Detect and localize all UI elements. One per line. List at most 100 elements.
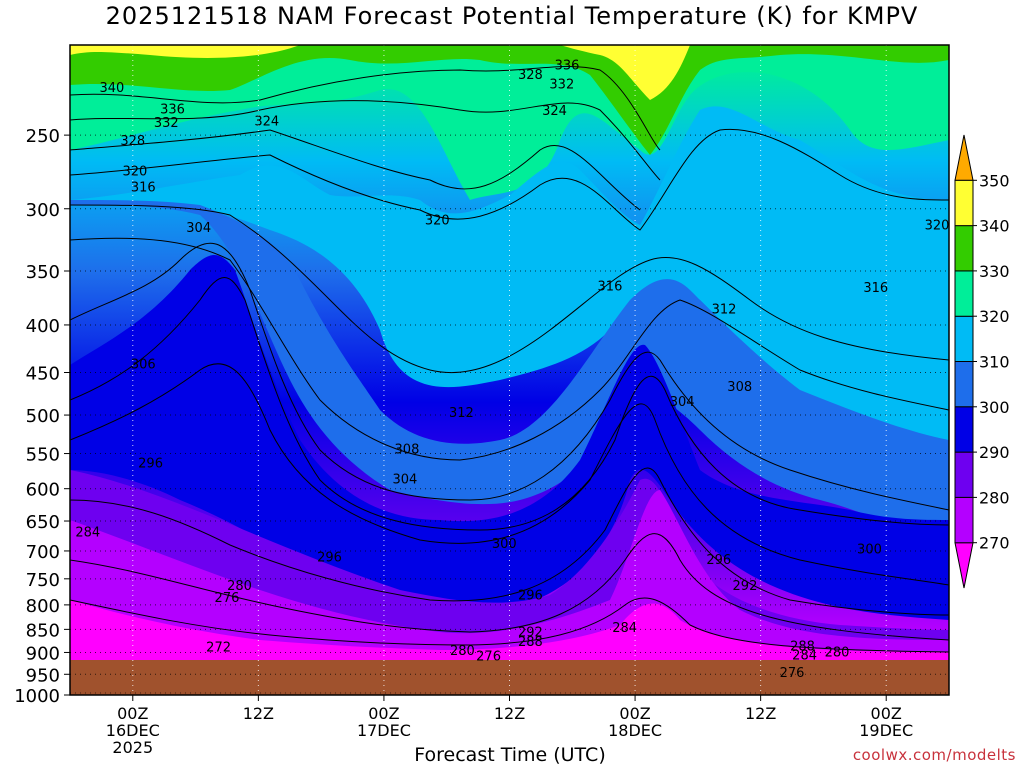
contour-label: 272 [206, 641, 231, 656]
contour-lines [70, 66, 949, 653]
contour-label: 296 [317, 551, 342, 566]
x-tick-label: 12Z [745, 704, 776, 723]
contour-label: 292 [733, 579, 758, 594]
contour-label: 312 [449, 406, 474, 421]
contour-label: 276 [780, 666, 805, 681]
contour-label: 324 [542, 104, 567, 119]
contour-label: 304 [670, 395, 695, 410]
y-tick-label: 300 [26, 200, 60, 221]
y-tick-label: 650 [26, 512, 60, 533]
band-270 [70, 600, 949, 660]
y-tick-label: 700 [26, 542, 60, 563]
contour-label: 320 [122, 165, 147, 180]
y-tick-label: 450 [26, 364, 60, 385]
colorbar-label: 290 [979, 443, 1010, 462]
colorbar-segment [954, 542, 974, 589]
y-tick-label: 1000 [14, 686, 60, 707]
band-350 [70, 45, 690, 100]
x-tick-label: 19DEC [859, 721, 913, 740]
colorbar-label: 330 [979, 262, 1010, 281]
band-330 [70, 45, 949, 200]
contour-label: 284 [75, 525, 100, 540]
contour-label: 288 [518, 635, 543, 650]
contour-label: 304 [392, 472, 417, 487]
contour-label: 328 [120, 134, 145, 149]
contour-label: 300 [492, 537, 517, 552]
colorbar-label: 300 [979, 398, 1010, 417]
y-tick-label: 400 [26, 316, 60, 337]
band-300 [70, 255, 949, 620]
colorbar-label: 280 [979, 488, 1010, 507]
contour-label: 292 [518, 626, 543, 641]
contour-label: 320 [925, 219, 950, 234]
y-tick-label: 850 [26, 620, 60, 641]
contour-label: 332 [154, 116, 179, 131]
contour-label: 304 [186, 221, 211, 236]
band-320 [70, 106, 949, 461]
credit-text: coolwx.com/modelts [852, 746, 1016, 764]
contour-label: 328 [518, 68, 543, 83]
contour-label: 280 [227, 579, 252, 594]
colorbar-label: 320 [979, 307, 1010, 326]
contour-label: 296 [518, 589, 543, 604]
chart-title: 2025121518 NAM Forecast Potential Temper… [105, 2, 919, 30]
contour-label: 336 [160, 102, 185, 117]
colorbar-segment [954, 134, 974, 181]
x-tick-label: 18DEC [608, 721, 662, 740]
colorbar-segment [954, 361, 974, 408]
contour-label: 340 [99, 81, 124, 96]
band-310 [70, 200, 949, 540]
colorbar-segment [954, 406, 974, 453]
x-tick-label: 00Z [871, 704, 902, 723]
colorbar-label: 350 [979, 171, 1010, 190]
contour-label: 308 [727, 380, 752, 395]
x-tick-label: 16DEC [106, 721, 160, 740]
colorbar-label: 310 [979, 353, 1010, 372]
x-tick-label: 00Z [117, 704, 148, 723]
x-tick-label: 2025 [112, 738, 153, 757]
contour-label: 308 [395, 442, 420, 457]
colorbar-segment [954, 451, 974, 498]
colorbar-segment [954, 496, 974, 544]
contour-label: 284 [792, 649, 817, 664]
contour-label: 320 [425, 213, 450, 228]
band-340 [70, 45, 949, 155]
colorbar-label: 340 [979, 217, 1010, 236]
contour-label: 276 [476, 650, 501, 665]
y-tick-label: 600 [26, 480, 60, 501]
band-280 [70, 490, 949, 660]
y-tick-label: 350 [26, 262, 60, 283]
x-axis-label: Forecast Time (UTC) [414, 744, 606, 766]
x-tick-label: 17DEC [357, 721, 411, 740]
contour-label: 316 [863, 281, 888, 296]
contour-label: 284 [612, 621, 637, 636]
contour-label: 324 [254, 114, 279, 129]
contour-label: 316 [131, 181, 156, 196]
colorbar-segment [954, 270, 974, 317]
x-tick-label: 00Z [619, 704, 650, 723]
x-tick-label: 12Z [243, 704, 274, 723]
y-tick-label: 900 [26, 643, 60, 664]
contour-label: 306 [131, 357, 156, 372]
contour-label: 296 [138, 456, 163, 471]
y-tick-label: 500 [26, 406, 60, 427]
contour-label: 336 [555, 59, 580, 74]
colorbar-segment [954, 225, 974, 272]
x-tick-label: 00Z [368, 704, 399, 723]
x-tick-label: 12Z [494, 704, 525, 723]
colorbar: 270 280 290 300 310 320 330 340 350 [954, 134, 1010, 589]
contour-label: 280 [825, 646, 850, 661]
y-tick-label: 250 [26, 126, 60, 147]
contour-label: 300 [857, 543, 882, 558]
contour-label: 288 [790, 640, 815, 655]
contour-label: 276 [215, 591, 240, 606]
contour-label: 312 [712, 302, 737, 317]
contour-label: 280 [450, 644, 475, 659]
y-tick-label: 750 [26, 570, 60, 591]
y-tick-label: 800 [26, 596, 60, 617]
colorbar-segment [954, 179, 974, 227]
contour-label: 332 [549, 77, 574, 92]
